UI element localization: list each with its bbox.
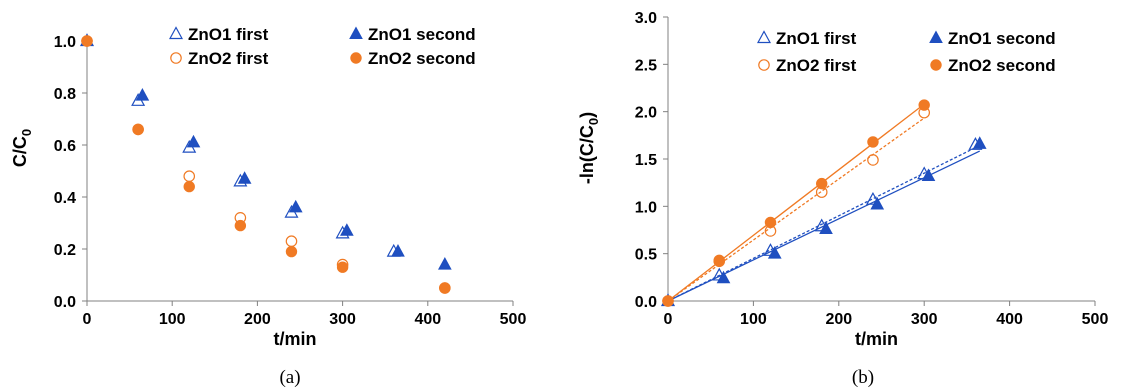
- data-point: [713, 254, 725, 266]
- data-point: [816, 177, 828, 190]
- x-tick-label: 200: [825, 311, 852, 328]
- data-point: [132, 123, 144, 136]
- y-tick-label: 1.0: [54, 34, 76, 51]
- y-tick-label: 3.0: [635, 10, 657, 27]
- x-tick-label: 0: [664, 311, 673, 328]
- x-tick-label: 0: [83, 311, 92, 328]
- data-point: [764, 216, 777, 229]
- x-axis-label: t/min: [855, 329, 898, 349]
- chart-panel-a: 0 100 200 300 400 500 0.0 0.2 0.4 0.6 0.8 1.0 t/min C…: [10, 25, 526, 388]
- data-point: [237, 171, 252, 184]
- data-point: [767, 246, 782, 259]
- data-point: [234, 219, 247, 232]
- y-axis-label-main: -ln(C/C: [577, 125, 597, 184]
- legend-label: ZnO1 first: [776, 29, 857, 48]
- legend-marker: [168, 26, 184, 40]
- y-tick-label: 0.2: [54, 242, 76, 259]
- data-point: [288, 199, 303, 213]
- fit-line-zno2-second: [667, 103, 925, 302]
- data-point: [870, 196, 885, 210]
- data-point: [819, 221, 833, 235]
- data-point: [921, 168, 936, 182]
- legend-label: ZnO2 second: [368, 49, 476, 68]
- legend-marker: [170, 52, 182, 64]
- legend-label: ZnO1 second: [368, 25, 476, 44]
- data-point: [340, 223, 354, 236]
- x-axis-label: t/min: [274, 329, 317, 349]
- y-axis-label-subscript: 0: [586, 118, 601, 125]
- y-axis-label: C/C0: [10, 129, 34, 167]
- x-tick-label: 100: [159, 311, 186, 328]
- panel-label: (b): [852, 367, 874, 388]
- data-point: [662, 295, 674, 307]
- data-point: [81, 35, 93, 47]
- y-tick-label: 1.5: [635, 152, 657, 169]
- data-point: [437, 257, 452, 270]
- data-point: [285, 235, 298, 247]
- legend-marker: [930, 59, 942, 71]
- legend-marker: [929, 30, 943, 43]
- data-point: [336, 261, 349, 273]
- y-axis-label-end: ): [577, 112, 597, 118]
- legend-marker: [350, 52, 362, 64]
- y-tick-label: 2.0: [635, 105, 657, 122]
- fit-line-zno1-first: [667, 146, 976, 302]
- data-point: [285, 245, 298, 258]
- y-axis-label-subscript: 0: [19, 129, 34, 136]
- x-tick-label: 500: [1082, 311, 1109, 328]
- legend-marker: [758, 59, 770, 71]
- data-point: [865, 191, 880, 205]
- legend-marker: [349, 26, 363, 39]
- data-point: [972, 136, 987, 149]
- y-tick-label: 0.6: [54, 138, 76, 155]
- x-tick-label: 400: [996, 311, 1023, 328]
- legend-label: ZnO1 first: [188, 25, 269, 44]
- series-zno2-second: [662, 99, 930, 307]
- x-tick-label: 200: [244, 311, 271, 328]
- y-axis-label-main: C/C: [10, 136, 30, 167]
- x-tick-label: 300: [911, 311, 938, 328]
- data-point: [918, 99, 930, 111]
- x-tick-label: 100: [740, 311, 767, 328]
- y-tick-label: 0.0: [635, 294, 657, 311]
- series-zno1-second: [80, 33, 452, 270]
- y-tick-label: 1.0: [635, 199, 657, 216]
- legend-marker: [756, 30, 772, 44]
- data-point: [391, 244, 405, 257]
- y-tick-label: 0.4: [54, 190, 76, 207]
- data-point: [439, 282, 451, 294]
- x-tick-label: 400: [414, 311, 441, 328]
- y-tick-label: 0.8: [54, 86, 76, 103]
- x-tick-label: 300: [329, 311, 356, 328]
- data-point: [135, 88, 150, 101]
- chart-panel-b: 0 100 200 300 400 500 0.0 0.5 1.0 1.5 2.0 2.5 3.0 t/m…: [577, 10, 1108, 388]
- fit-line-zno2-first: [667, 117, 925, 302]
- y-tick-label: 0.5: [635, 247, 657, 264]
- legend-label: ZnO2 first: [188, 49, 269, 68]
- legend-label: ZnO1 second: [948, 29, 1056, 48]
- data-point: [716, 270, 731, 284]
- x-tick-label: 500: [500, 311, 527, 328]
- y-tick-label: 0.0: [54, 294, 76, 311]
- data-point: [183, 170, 196, 182]
- series-zno2-second: [81, 35, 451, 294]
- y-tick-label: 2.5: [635, 57, 657, 74]
- legend-label: ZnO2 second: [948, 56, 1056, 75]
- data-point: [867, 154, 879, 166]
- data-point: [183, 180, 195, 193]
- panel-label: (a): [279, 367, 300, 388]
- legend-label: ZnO2 first: [776, 56, 857, 75]
- data-point: [867, 136, 879, 148]
- y-axis-label: -ln(C/C0): [577, 112, 601, 184]
- data-point: [186, 134, 201, 148]
